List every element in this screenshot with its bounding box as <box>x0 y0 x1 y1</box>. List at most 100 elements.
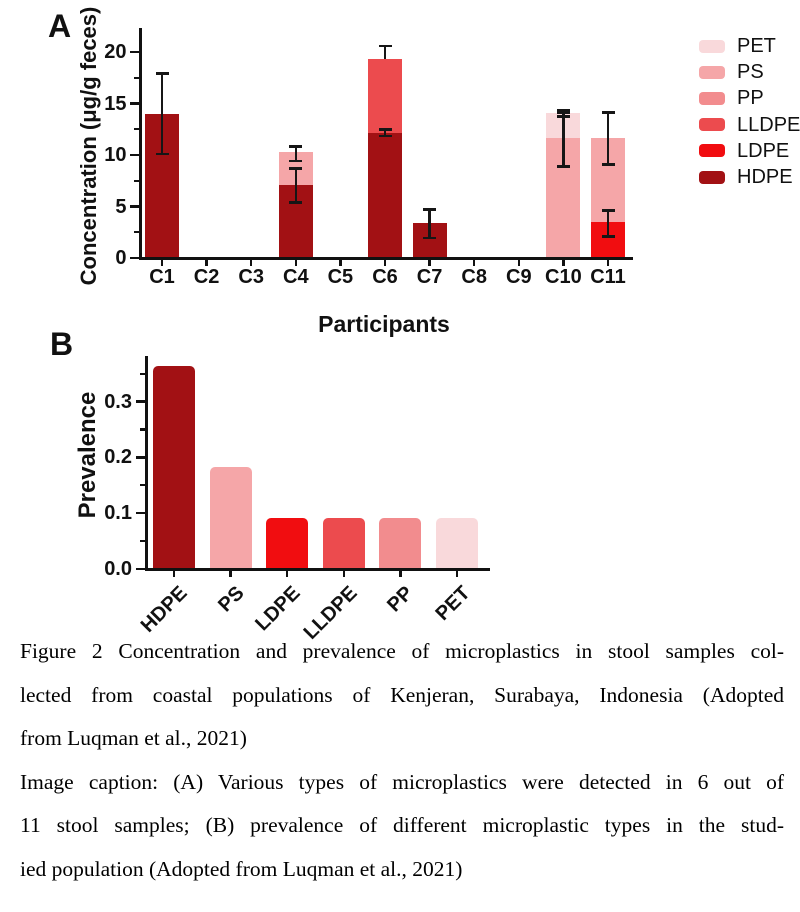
y-tick <box>135 400 145 403</box>
x-tick <box>160 259 164 266</box>
legend-label-lldpe: LLDPE <box>737 113 800 136</box>
legend-swatch-hdpe <box>699 170 725 184</box>
error-bar-cap <box>601 209 615 212</box>
x-tick-label-c8: C8 <box>461 266 487 288</box>
x-tick-label-c7: C7 <box>416 266 443 288</box>
legend-label-ps: PS <box>737 61 764 84</box>
y-tick <box>130 256 139 260</box>
x-tick <box>517 259 521 266</box>
x-tick <box>606 259 610 266</box>
legend-swatch-ps <box>699 65 725 79</box>
bar-a-c6-hdpe <box>368 132 402 258</box>
y-tick-label: 5 <box>115 195 127 218</box>
legend-label-pet: PET <box>737 35 776 57</box>
legend-label-ldpe: LDPE <box>737 139 790 162</box>
x-tick-label-c11: C11 <box>590 266 626 288</box>
y-tick-label: 0.0 <box>104 558 132 580</box>
y-minor-tick <box>134 128 139 131</box>
bar-b-pp <box>379 518 422 569</box>
y-tick-label: 0 <box>115 247 127 269</box>
chart-a-x-axis-label: Participants <box>318 311 450 337</box>
error-bar-cap <box>289 145 303 149</box>
error-bar-a-c1 <box>160 73 164 154</box>
caption-line-6: ied population (Adopted from Luqman et a… <box>20 856 463 881</box>
caption-line-2: lected from coastal populations of Kenje… <box>20 682 784 707</box>
x-axis <box>139 256 633 260</box>
x-tick-label-c6: C6 <box>372 266 398 288</box>
y-axis <box>139 28 142 260</box>
error-bar-a-c6 <box>383 129 387 136</box>
bar-b-lldpe <box>322 518 365 569</box>
y-axis <box>144 356 148 571</box>
y-minor-tick <box>139 484 145 487</box>
caption-line-4: Image caption: (A) Various types of micr… <box>20 769 784 794</box>
x-tick <box>249 259 253 266</box>
error-bar-cap <box>289 201 303 204</box>
error-bar-a-c11 <box>606 112 610 165</box>
y-tick <box>135 456 145 459</box>
x-tick <box>285 570 289 577</box>
legend-swatch-lldpe <box>699 118 725 132</box>
panel-a-label: A <box>48 8 72 44</box>
error-bar-a-c7 <box>428 209 431 238</box>
legend-label-hdpe: HDPE <box>737 166 793 188</box>
caption-line-1: Figure 2 Concentration and prevalence of… <box>20 639 784 663</box>
bar-b-ps <box>209 467 252 569</box>
y-minor-tick <box>134 76 139 79</box>
x-tick <box>472 259 476 266</box>
y-tick <box>130 153 139 157</box>
y-tick-label: 0.1 <box>104 502 132 525</box>
y-tick <box>130 50 139 54</box>
y-tick-label: 0.3 <box>104 390 132 413</box>
x-tick-label-c9: C9 <box>506 266 532 288</box>
error-bar-a-c6 <box>383 45 387 60</box>
x-tick <box>172 570 176 577</box>
y-tick <box>130 102 139 105</box>
error-bar-a-c4 <box>294 168 298 203</box>
error-bar-cap <box>423 208 437 211</box>
legend-swatch-pp <box>699 91 725 105</box>
caption-line-3: from Luqman et al., 2021) <box>20 726 247 751</box>
x-tick <box>455 570 459 577</box>
error-bar-cap <box>378 44 392 48</box>
bar-b-pet <box>436 518 478 569</box>
error-bar-cap <box>378 128 392 132</box>
error-bar-cap <box>423 236 437 240</box>
error-bar-cap <box>289 159 303 163</box>
x-tick <box>383 259 387 266</box>
error-bar-cap <box>601 235 615 238</box>
legend-swatch-ldpe <box>699 144 725 158</box>
bar-b-ldpe <box>266 518 309 569</box>
legend-label-pp: PP <box>737 87 764 110</box>
error-bar-cap <box>378 134 392 138</box>
y-tick <box>130 205 139 208</box>
y-tick-label: 20 <box>104 41 127 63</box>
error-bar-cap <box>601 162 615 166</box>
y-minor-tick <box>139 372 145 375</box>
y-tick-label: 10 <box>104 144 127 166</box>
error-bar-cap <box>556 115 570 118</box>
x-tick <box>342 570 346 577</box>
x-tick <box>399 570 402 577</box>
y-minor-tick <box>134 231 139 234</box>
x-tick <box>205 259 208 266</box>
bar-b-hdpe <box>153 365 195 569</box>
x-tick-label-c10: C10 <box>545 266 582 288</box>
x-tick-label-c4: C4 <box>283 266 309 288</box>
y-tick-label: 0.2 <box>104 446 132 469</box>
error-bar-a-c4 <box>294 146 298 162</box>
x-tick-label-c3: C3 <box>238 266 264 288</box>
error-bar-cap <box>556 109 570 112</box>
panel-b-label: B <box>50 326 74 362</box>
x-tick-label-c1: C1 <box>149 266 175 288</box>
error-bar-cap <box>155 152 169 156</box>
x-tick <box>294 259 298 266</box>
error-bar-cap <box>289 167 303 170</box>
x-tick <box>562 259 565 266</box>
error-bar-cap <box>601 111 615 115</box>
y-tick-label: 15 <box>104 92 127 115</box>
error-bar-a-c10 <box>562 110 565 117</box>
x-tick-label-c5: C5 <box>327 266 354 288</box>
x-axis <box>144 567 490 571</box>
